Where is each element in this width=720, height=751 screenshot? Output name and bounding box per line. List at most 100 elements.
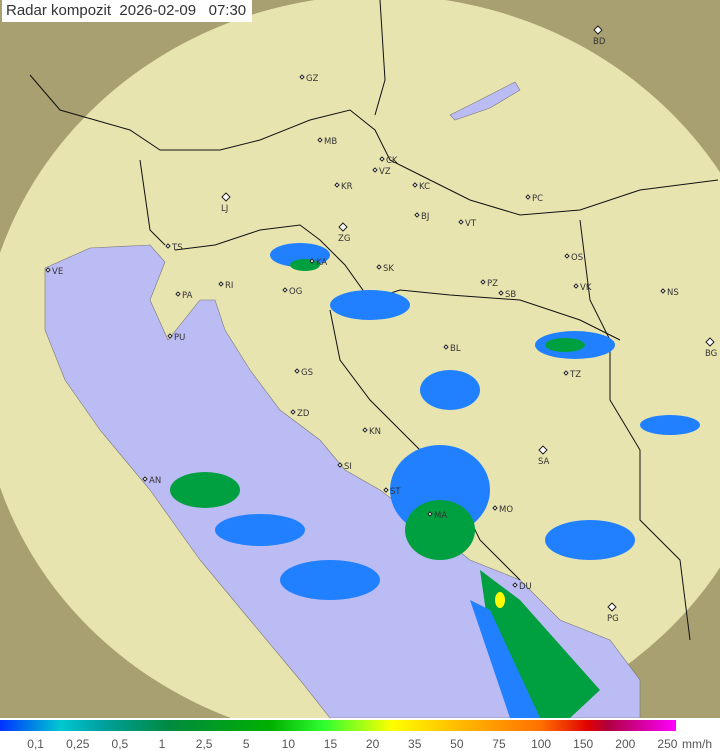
city-kr: KR	[334, 182, 353, 192]
city-tz: TZ	[563, 370, 581, 380]
city-sa: SA	[538, 445, 550, 467]
city-ck: CK	[379, 156, 398, 166]
city-label: VZ	[379, 167, 391, 177]
city-pg: PG	[607, 602, 619, 624]
capital-marker-icon	[705, 337, 715, 347]
legend-label: 35	[408, 737, 422, 751]
legend-label: 75	[492, 737, 506, 751]
city-gs: GS	[294, 368, 313, 378]
city-og: OG	[282, 287, 302, 297]
city-marker-icon	[498, 290, 504, 296]
city-marker-icon	[458, 219, 464, 225]
city-label: VK	[580, 283, 592, 293]
city-label: NS	[667, 288, 679, 298]
city-marker-icon	[337, 462, 343, 468]
city-label: BD	[593, 37, 606, 47]
city-marker-icon	[372, 167, 378, 173]
city-kc: KC	[412, 182, 430, 192]
city-label: KA	[316, 258, 327, 268]
city-label: ST	[390, 487, 401, 497]
city-label: BJ	[421, 212, 429, 222]
legend-label: 1	[158, 737, 166, 751]
city-label: VT	[465, 219, 477, 229]
city-label: LJ	[221, 204, 228, 214]
city-marker-icon	[492, 505, 498, 511]
capital-marker-icon	[221, 192, 231, 202]
city-marker-icon	[334, 182, 340, 188]
city-pa: PA	[175, 291, 193, 301]
city-marker-icon	[414, 212, 420, 218]
city-marker-icon	[427, 511, 433, 517]
city-label: PG	[607, 614, 619, 624]
city-label: ZD	[297, 409, 310, 419]
city-marker-icon	[142, 476, 148, 482]
map-title: Radar kompozit 2026-02-09 07:30	[2, 0, 253, 22]
city-bj: BJ	[414, 212, 429, 222]
city-label: VE	[52, 267, 63, 277]
city-marker-icon	[317, 137, 323, 143]
city-label: KN	[369, 427, 381, 437]
legend-label: 50	[450, 737, 464, 751]
radar-range-area	[0, 0, 720, 718]
city-label: TZ	[569, 370, 581, 380]
city-label: OG	[289, 287, 302, 297]
city-label: GZ	[306, 74, 319, 84]
city-marker-icon	[218, 281, 224, 287]
radar-map[interactable]: BD GZ MB CK KR VZ KC LJ ZG BJ VT PC TS VE RI KA SK OS PA OG…	[0, 0, 720, 718]
city-zg: ZG	[338, 222, 350, 244]
legend-unit: mm/h	[682, 737, 712, 751]
capital-marker-icon	[607, 602, 617, 612]
city-an: AN	[142, 476, 161, 486]
city-label: OS	[571, 253, 583, 263]
legend-label: 20	[365, 737, 380, 751]
city-marker-icon	[443, 344, 449, 350]
city-label: RI	[225, 281, 233, 291]
city-mb: MB	[317, 137, 337, 147]
city-markers: BD GZ MB CK KR VZ KC LJ ZG BJ VT PC TS VE RI KA SK OS PA OG…	[45, 25, 717, 624]
legend-label: 200	[615, 737, 636, 751]
city-pz: PZ	[480, 279, 498, 289]
city-zd: ZD	[290, 409, 310, 419]
city-marker-icon	[564, 253, 570, 259]
legend-color-bar	[0, 720, 676, 731]
city-marker-icon	[525, 194, 531, 200]
city-marker-icon	[660, 288, 666, 294]
city-label: KC	[419, 182, 430, 192]
city-st: ST	[383, 487, 401, 497]
city-label: MB	[324, 137, 337, 147]
legend-label: 0,5	[111, 737, 129, 751]
city-label: ZG	[338, 234, 350, 244]
capital-marker-icon	[593, 25, 603, 35]
city-gz: GZ	[299, 74, 319, 84]
city-marker-icon	[563, 370, 569, 376]
legend-label: 250	[657, 737, 678, 751]
city-ts: TS	[165, 243, 183, 253]
city-bg: BG	[705, 337, 717, 359]
city-si: SI	[337, 462, 352, 472]
city-marker-icon	[309, 258, 315, 264]
legend-label: 150	[573, 737, 594, 751]
city-pc: PC	[525, 194, 543, 204]
city-label: SB	[505, 290, 516, 300]
city-marker-icon	[362, 427, 368, 433]
legend-label: 10	[281, 737, 296, 751]
legend-label: 15	[323, 737, 338, 751]
city-label: SK	[383, 264, 394, 274]
city-label: PA	[182, 291, 193, 301]
city-label: PZ	[487, 279, 498, 289]
city-label: DU	[519, 582, 532, 592]
city-ri: RI	[218, 281, 233, 291]
city-ka: KA	[309, 258, 327, 268]
city-marker-icon	[299, 74, 305, 80]
city-marker-icon	[573, 283, 579, 289]
city-mo: MO	[492, 505, 513, 515]
city-pu: PU	[167, 333, 185, 343]
city-ma: MA	[427, 511, 447, 521]
legend-label: 0,25	[66, 737, 90, 751]
city-label: MA	[434, 511, 447, 521]
city-marker-icon	[175, 291, 181, 297]
city-label: AN	[149, 476, 161, 486]
legend-label: 5	[242, 737, 250, 751]
legend-label: 0,1	[27, 737, 44, 751]
city-marker-icon	[379, 156, 385, 162]
